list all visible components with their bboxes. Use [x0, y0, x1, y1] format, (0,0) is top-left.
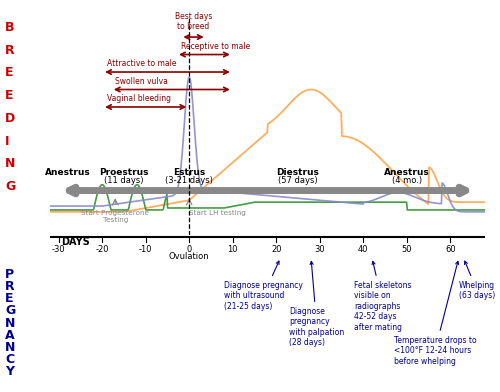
- Text: E: E: [5, 292, 14, 305]
- Text: Anestrus: Anestrus: [384, 168, 430, 177]
- Text: Diagnose pregnancy
with ultrasound
(21-25 days): Diagnose pregnancy with ultrasound (21-2…: [224, 261, 303, 311]
- Text: Diestrus: Diestrus: [276, 168, 320, 177]
- Text: N: N: [5, 316, 15, 330]
- Text: Receptive to male: Receptive to male: [180, 42, 250, 51]
- Text: (57 days): (57 days): [278, 176, 318, 185]
- Text: Proestrus: Proestrus: [99, 168, 148, 177]
- Text: E: E: [5, 66, 14, 80]
- Text: 30: 30: [314, 245, 325, 254]
- Text: G: G: [5, 304, 15, 318]
- Text: Best days
to breed: Best days to breed: [175, 12, 212, 31]
- Text: R: R: [5, 44, 15, 57]
- Text: B: B: [5, 21, 15, 34]
- Text: Swollen vulva: Swollen vulva: [116, 76, 168, 85]
- Text: Vaginal bleeding: Vaginal bleeding: [106, 94, 170, 103]
- Text: 20: 20: [271, 245, 281, 254]
- Text: Start Progesterone
Testing: Start Progesterone Testing: [82, 210, 149, 223]
- Text: -20: -20: [96, 245, 109, 254]
- Text: Anestrus: Anestrus: [44, 168, 90, 177]
- Text: (11 days): (11 days): [104, 176, 144, 185]
- Text: N: N: [5, 341, 15, 354]
- Text: Attractive to male: Attractive to male: [106, 59, 176, 68]
- Text: D: D: [5, 112, 15, 125]
- Text: P: P: [5, 268, 14, 281]
- Text: Estrus: Estrus: [173, 168, 206, 177]
- Text: C: C: [5, 353, 14, 366]
- Text: I: I: [5, 134, 10, 148]
- Text: (3-21 days): (3-21 days): [166, 176, 213, 185]
- Text: DAYS: DAYS: [61, 237, 90, 247]
- Text: Diagnose
pregnancy
with palpation
(28 days): Diagnose pregnancy with palpation (28 da…: [289, 261, 344, 347]
- Text: N: N: [5, 157, 15, 171]
- Text: R: R: [5, 280, 15, 293]
- Text: Fetal skeletons
visible on
radiographs
42-52 days
after mating: Fetal skeletons visible on radiographs 4…: [354, 261, 412, 332]
- Text: A: A: [5, 328, 15, 342]
- Text: -10: -10: [139, 245, 152, 254]
- Text: Temperature drops to
<100°F 12-24 hours
before whelping: Temperature drops to <100°F 12-24 hours …: [394, 261, 476, 366]
- Text: 40: 40: [358, 245, 368, 254]
- Text: E: E: [5, 89, 14, 102]
- Text: 0: 0: [186, 245, 192, 254]
- Text: Y: Y: [5, 365, 14, 378]
- Text: (4 mo.): (4 mo.): [392, 176, 422, 185]
- Text: Whelping
(63 days): Whelping (63 days): [459, 261, 495, 300]
- Text: 60: 60: [445, 245, 456, 254]
- Text: 10: 10: [228, 245, 238, 254]
- Text: Ovulation: Ovulation: [169, 252, 209, 261]
- Text: 50: 50: [402, 245, 412, 254]
- Text: Start LH testing: Start LH testing: [189, 210, 246, 216]
- Text: G: G: [5, 180, 15, 193]
- Text: -30: -30: [52, 245, 66, 254]
